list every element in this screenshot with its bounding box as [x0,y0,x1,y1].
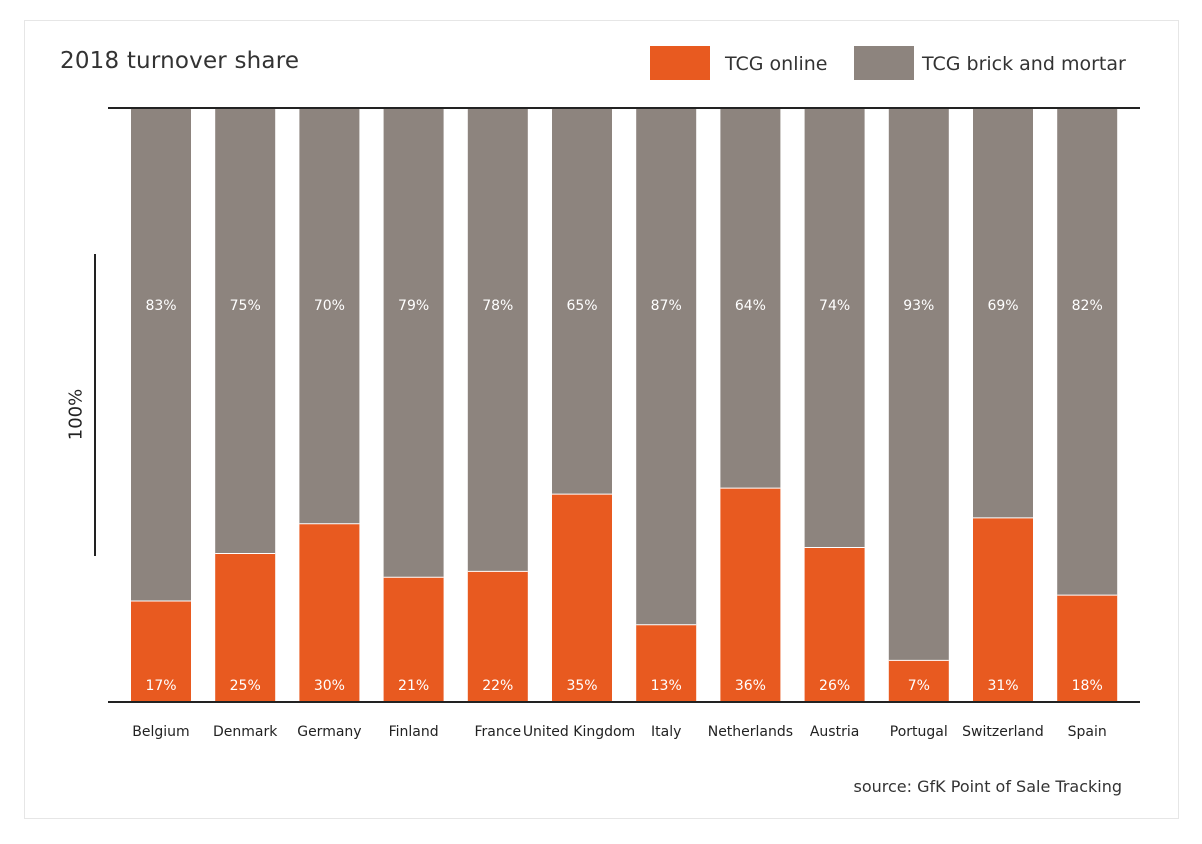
legend-swatch-online [650,46,710,80]
data-label-brick-and-mortar: 75% [230,298,261,314]
category-label: Denmark [213,724,278,740]
data-label-online: 22% [482,678,513,694]
bar-online [467,571,528,702]
data-label-online: 18% [1072,678,1103,694]
bar-online [973,517,1033,702]
bar-online [552,494,612,702]
data-label-online: 31% [987,678,1018,694]
category-label: France [475,724,522,740]
data-label-brick-and-mortar: 79% [398,298,429,314]
data-label-brick-and-mortar: 74% [819,298,850,314]
legend-label-brick-and-mortar: TCG brick and mortar [922,53,1126,75]
data-label-brick-and-mortar: 69% [987,298,1018,314]
data-label-online: 30% [314,678,345,694]
bar-online [215,553,276,702]
data-label-online: 25% [230,678,261,694]
bar-online [131,601,191,702]
bar-online [804,547,865,702]
source-note: source: GfK Point of Sale Tracking [853,777,1122,796]
data-label-brick-and-mortar: 64% [735,298,766,314]
category-label: Germany [297,724,361,740]
category-label: Austria [810,724,859,740]
data-label-brick-and-mortar: 83% [145,298,176,314]
bar-brick-and-mortar [720,108,781,489]
bar-online [888,660,949,702]
data-label-online: 26% [819,678,850,694]
bar-online [720,488,781,702]
category-label: Italy [651,724,681,740]
data-label-online: 13% [651,678,682,694]
data-label-online: 35% [566,678,597,694]
legend-swatch-brick-and-mortar [854,46,914,80]
bar-brick-and-mortar [215,108,276,554]
data-label-online: 7% [908,678,930,694]
bar-online [383,577,444,702]
data-label-online: 17% [145,678,176,694]
bar-brick-and-mortar [888,108,949,661]
bar-online [1057,595,1118,702]
data-label-brick-and-mortar: 87% [651,298,682,314]
data-label-brick-and-mortar: 78% [482,298,513,314]
bar-online [299,523,360,702]
chart-frame [24,20,1179,819]
data-label-brick-and-mortar: 93% [903,298,934,314]
bar-brick-and-mortar [552,108,612,495]
bar-brick-and-mortar [973,108,1033,518]
bar-brick-and-mortar [383,108,444,578]
bar-brick-and-mortar [467,108,528,572]
data-label-online: 21% [398,678,429,694]
bar-brick-and-mortar [131,108,191,602]
category-label: Switzerland [962,724,1044,740]
category-label: Portugal [890,724,948,740]
chart-title: 2018 turnover share [60,48,300,74]
data-label-brick-and-mortar: 82% [1072,298,1103,314]
bar-brick-and-mortar [804,108,865,548]
bar-online [636,624,697,702]
category-label: Finland [389,724,439,740]
legend-label-online: TCG online [725,53,828,75]
data-label-brick-and-mortar: 70% [314,298,345,314]
category-label: Belgium [132,724,189,740]
category-label: United Kingdom [523,724,635,740]
bar-brick-and-mortar [636,108,697,625]
bar-brick-and-mortar [1057,108,1118,596]
data-label-online: 36% [735,678,766,694]
bar-brick-and-mortar [299,108,360,524]
category-label: Spain [1068,724,1107,740]
data-label-brick-and-mortar: 65% [566,298,597,314]
category-label: Netherlands [708,724,793,740]
